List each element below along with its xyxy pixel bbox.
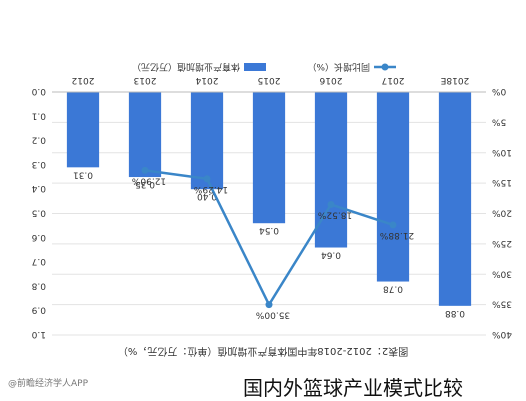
bar [438,92,472,306]
bar-value-label: 0.40 [197,191,217,201]
line-point [203,175,211,183]
bar [128,92,162,178]
line-point [141,166,149,174]
right-axis-tick-label: 0.8 [31,280,46,290]
line-value-label: 12.90% [131,175,166,185]
legend-line-marker [381,63,389,71]
left-axis-tick-label: 15% [492,177,512,187]
bar-value-label: 0.35 [135,179,155,189]
line-value-label: 14.29% [193,184,228,194]
bar-value-label: 0.88 [445,308,465,318]
axes: 0% 5% 10% 15% 20% 25% 30% 35% 40% 0.0 0.1 0.2 0.3 0.4… [31,75,512,339]
right-axis-tick-label: 0.4 [31,183,46,193]
right-axis-tick-label: 0.3 [32,159,46,169]
left-axis-tick-label: 35% [492,299,512,309]
line-point [389,221,397,229]
page-caption: 国内外篮球产业模式比较 [243,372,525,400]
bar-value-label: 0.78 [383,284,403,294]
x-axis-tick-label: 2017 [382,75,405,85]
line-value-label: 18.52% [317,210,352,220]
x-axis-tick-label: 2012 [72,75,95,85]
legend-bar-swatch [244,63,266,71]
right-axis-tick-label: 0.1 [32,110,46,120]
legend-label: 同比增长（%） [307,61,370,73]
left-axis-tick-label: 30% [492,268,512,278]
left-axis-tick-label: 10% [492,147,512,157]
right-axis-tick-label: 0.7 [32,256,46,266]
chart-title: 图表2：2012-2018年中国体育产业增加值（单位：万亿元，%） [118,345,408,358]
bar [66,92,100,168]
legend: 同比增长（%） 体育产业增加值（万亿元） [132,61,396,73]
right-axis-tick-label: 1.0 [31,329,46,339]
right-axis-tick-label: 0.2 [32,135,46,145]
left-axis-tick-label: 25% [492,238,512,248]
bar-series [66,92,472,306]
line-value-label: 21.88% [379,230,414,240]
source-watermark: @前瞻经济学人APP [8,379,89,389]
right-axis-tick-label: 0.0 [31,86,46,96]
left-axis-tick-label: 5% [492,116,507,126]
line-value-labels: 21.88% 18.52% 35.00% 14.29% 12.90% [131,175,414,319]
line-series [141,166,397,309]
right-axis-tick-label: 0.9 [31,305,46,315]
right-axis-tick-label: 0.6 [31,232,46,242]
left-axis-tick-label: 40% [492,329,512,339]
x-axis-tick-label: 2016 [319,75,342,85]
legend-label: 体育产业增加值（万亿元） [132,61,240,73]
bar-value-label: 0.31 [73,169,93,179]
left-axis-tick-label: 0% [492,86,507,96]
rotated-chart-group: 0.88 0.78 0.64 0.54 0.40 0.35 0.31 21.88% 18.52… [31,61,512,358]
line-value-label: 35.00% [255,310,290,320]
x-axis-tick-label: 2014 [195,75,218,85]
line-point [265,301,273,309]
bar-value-labels: 0.88 0.78 0.64 0.54 0.40 0.35 0.31 [73,169,465,318]
line-point [327,201,335,209]
x-axis-tick-label: 2018E [440,75,469,85]
right-axis-tick-label: 0.5 [32,208,46,218]
bar [252,92,286,224]
x-axis-tick-label: 2015 [258,75,281,85]
bar-value-label: 0.54 [259,225,279,235]
bar [190,92,224,190]
bar [376,92,410,282]
left-axis-tick-label: 20% [492,208,512,218]
x-axis-tick-label: 2013 [134,75,157,85]
bar-value-label: 0.64 [321,250,341,260]
